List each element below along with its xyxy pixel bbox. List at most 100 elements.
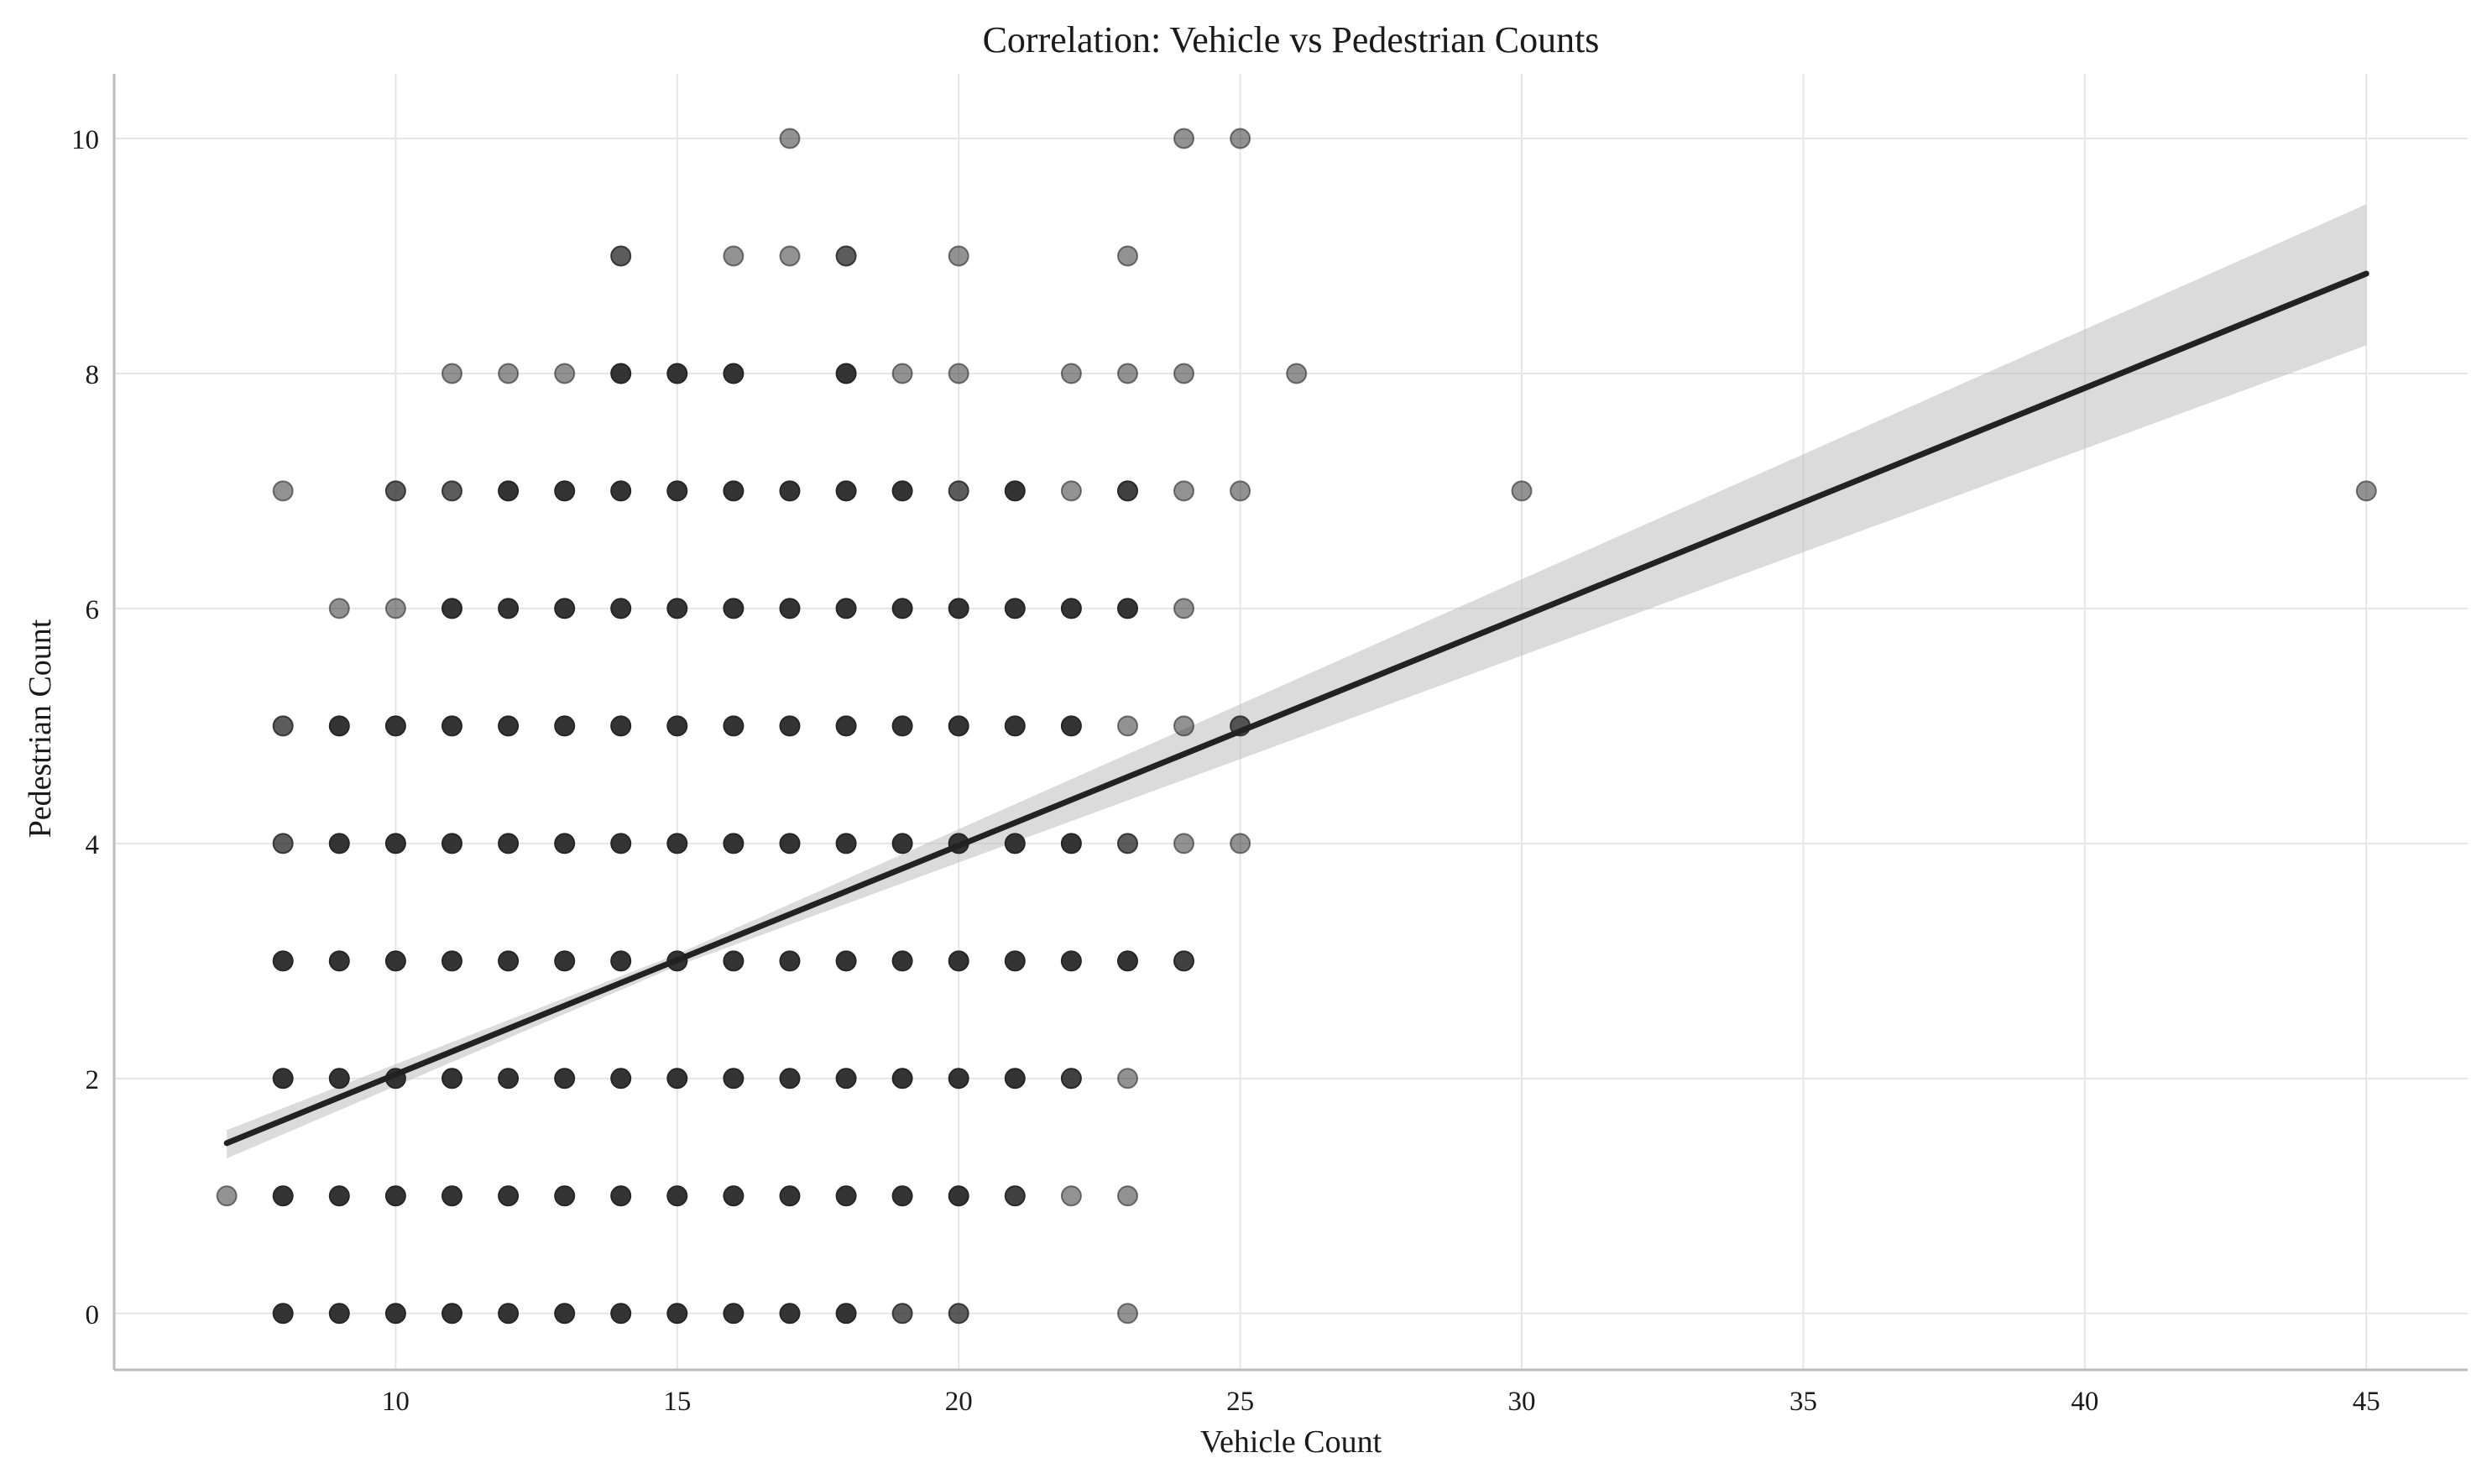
data-point [891, 363, 913, 384]
y-axis-label: Pedestrian Count [23, 619, 58, 838]
data-point [1117, 363, 1138, 384]
data-point [384, 950, 406, 972]
data-point [1173, 715, 1194, 737]
data-point [835, 598, 857, 619]
data-points [216, 128, 2377, 1325]
data-point [1060, 950, 1082, 972]
data-point [384, 1303, 406, 1325]
data-point [384, 833, 406, 854]
data-point [328, 833, 350, 854]
data-point [272, 1068, 294, 1089]
data-point [272, 833, 294, 854]
data-point [554, 833, 576, 854]
x-tick-label: 45 [2353, 1387, 2380, 1417]
data-point [328, 715, 350, 737]
data-point [835, 1068, 857, 1089]
data-point [328, 598, 350, 619]
data-point [610, 245, 632, 267]
data-point [1230, 128, 1251, 149]
data-point [384, 715, 406, 737]
data-point [554, 598, 576, 619]
data-point [723, 1185, 744, 1207]
data-point [723, 363, 744, 384]
x-tick-label: 35 [1789, 1387, 1817, 1417]
x-tick-label: 25 [1226, 1387, 1254, 1417]
data-point [441, 833, 462, 854]
data-point [1117, 1185, 1138, 1207]
data-point [891, 1303, 913, 1325]
confidence-band [227, 204, 2367, 1158]
data-point [1117, 715, 1138, 737]
data-point [666, 1068, 688, 1089]
data-point [498, 833, 520, 854]
data-point [441, 363, 462, 384]
data-point [666, 598, 688, 619]
data-point [328, 1185, 350, 1207]
data-point [779, 715, 801, 737]
data-point [1004, 1185, 1026, 1207]
data-point [835, 363, 857, 384]
data-point [666, 715, 688, 737]
data-point [384, 598, 406, 619]
x-tick-label: 10 [382, 1387, 410, 1417]
data-point [1117, 833, 1138, 854]
axis-spines [112, 74, 2468, 1372]
data-point [1173, 833, 1194, 854]
data-point [723, 480, 744, 502]
data-point [1004, 950, 1026, 972]
regression-line-path [223, 270, 2369, 1147]
data-point [723, 245, 744, 267]
x-axis-label: Vehicle Count [1200, 1424, 1382, 1460]
data-point [610, 833, 632, 854]
data-point [779, 480, 801, 502]
data-point [1060, 833, 1082, 854]
data-point [1511, 480, 1533, 502]
data-point [948, 363, 969, 384]
data-point [554, 950, 576, 972]
x-tick-label: 40 [2071, 1387, 2098, 1417]
data-point [779, 833, 801, 854]
data-point [610, 715, 632, 737]
x-tick-label: 20 [945, 1387, 973, 1417]
data-point [1173, 598, 1194, 619]
data-point [328, 950, 350, 972]
data-point [610, 1185, 632, 1207]
data-point [779, 598, 801, 619]
data-point [835, 950, 857, 972]
data-point [723, 598, 744, 619]
data-point [891, 833, 913, 854]
data-point [1004, 480, 1026, 502]
data-point [1230, 480, 1251, 502]
confidence-band-area [227, 204, 2367, 1158]
data-point [779, 128, 801, 149]
data-point [891, 480, 913, 502]
data-point [835, 833, 857, 854]
x-tick-label: 30 [1508, 1387, 1536, 1417]
data-point [948, 950, 969, 972]
data-point [891, 950, 913, 972]
data-point [441, 598, 462, 619]
data-point [1117, 1068, 1138, 1089]
y-tick-label: 0 [86, 1300, 100, 1330]
data-point [498, 363, 520, 384]
data-point [948, 715, 969, 737]
data-point [891, 715, 913, 737]
data-point [1117, 598, 1138, 619]
x-tick-labels: 10 15 20 25 30 35 40 45 [382, 1387, 2380, 1417]
data-point [498, 1185, 520, 1207]
data-point [1060, 480, 1082, 502]
data-point [610, 480, 632, 502]
data-point [554, 1303, 576, 1325]
data-point [216, 1185, 238, 1207]
data-point [1060, 363, 1082, 384]
data-point [948, 480, 969, 502]
data-point [948, 1303, 969, 1325]
data-point [835, 245, 857, 267]
data-point [835, 715, 857, 737]
y-tick-label: 6 [86, 595, 100, 625]
data-point [610, 1068, 632, 1089]
data-point [723, 833, 744, 854]
data-point [272, 950, 294, 972]
data-point [554, 480, 576, 502]
data-point [666, 1185, 688, 1207]
